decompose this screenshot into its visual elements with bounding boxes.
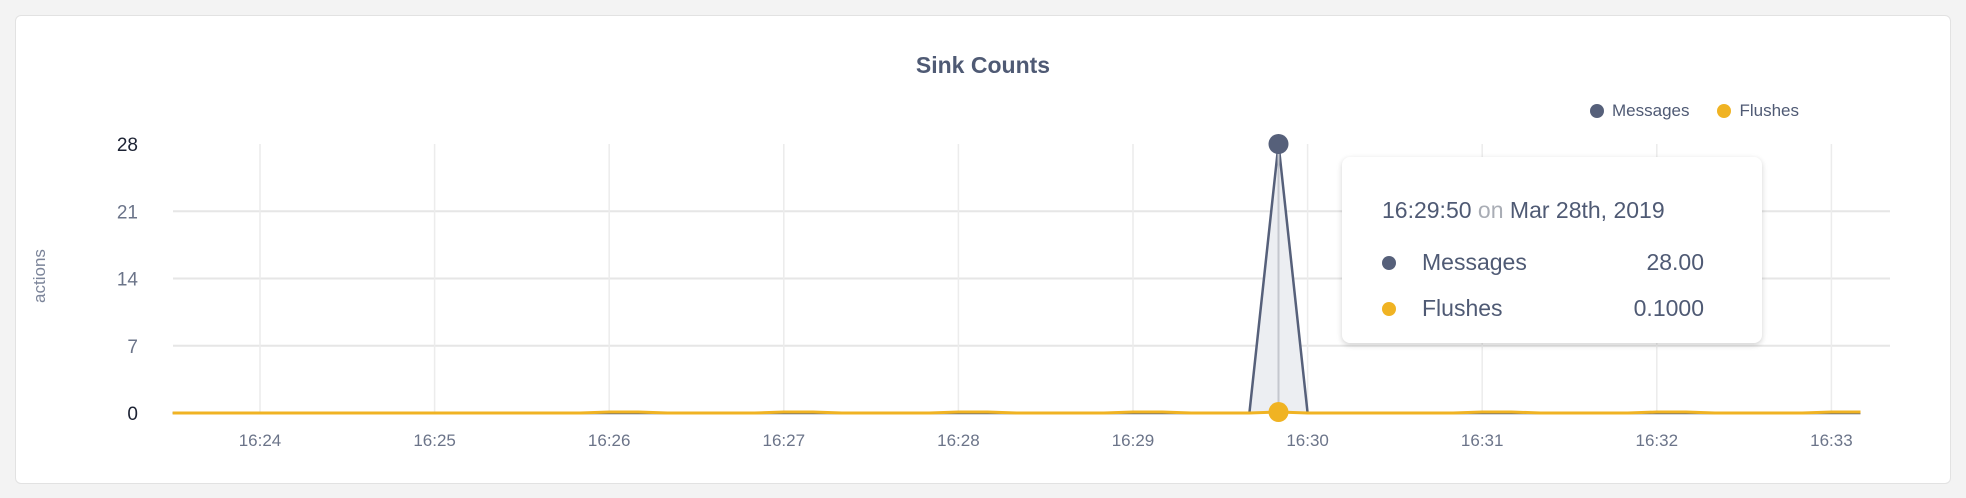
tooltip-value: 28.00	[1646, 249, 1704, 275]
x-tick-label: 16:32	[1636, 431, 1679, 450]
legend: Messages Flushes	[1590, 101, 1799, 121]
x-tick-label: 16:24	[239, 431, 282, 450]
tooltip: 16:29:50 on Mar 28th, 2019 Messages 28.0…	[1342, 157, 1762, 343]
x-tick-label: 16:29	[1112, 431, 1155, 450]
flushes-hover-point	[1268, 402, 1289, 423]
x-tick-label: 16:28	[937, 431, 980, 450]
y-tick-label: 0	[127, 404, 138, 425]
y-tick-label: 28	[117, 135, 138, 156]
x-tick-label: 16:26	[588, 431, 631, 450]
tooltip-value: 0.1000	[1633, 295, 1704, 321]
x-tick-label: 16:31	[1461, 431, 1504, 450]
tooltip-row-messages: Messages 28.00	[1382, 249, 1704, 276]
x-tick-label: 16:30	[1286, 431, 1329, 450]
x-tick-label: 16:25	[413, 431, 456, 450]
tooltip-on: on	[1477, 197, 1504, 223]
tooltip-row-flushes: Flushes 0.1000	[1382, 295, 1704, 322]
y-tick-label: 14	[117, 270, 139, 291]
legend-label: Flushes	[1739, 101, 1800, 120]
tooltip-time: 16:29:50	[1382, 197, 1472, 223]
tooltip-series-name: Messages	[1422, 249, 1527, 275]
messages-dot-icon	[1382, 255, 1396, 270]
legend-item-flushes[interactable]: Flushes	[1717, 101, 1799, 121]
messages-dot-icon	[1590, 104, 1604, 118]
tooltip-date: Mar 28th, 2019	[1509, 197, 1665, 223]
tooltip-header: 16:29:50 on Mar 28th, 2019	[1382, 197, 1665, 224]
x-tick-label: 16:27	[763, 431, 806, 450]
legend-label: Messages	[1612, 101, 1690, 120]
chart-title: Sink Counts	[915, 52, 1051, 78]
flushes-dot-icon	[1717, 104, 1732, 118]
tooltip-series-name: Flushes	[1422, 295, 1503, 321]
y-tick-label: 7	[127, 337, 138, 358]
x-tick-label: 16:33	[1810, 431, 1853, 450]
flushes-dot-icon	[1382, 301, 1396, 316]
y-tick-label: 21	[117, 202, 138, 223]
legend-item-messages[interactable]: Messages	[1590, 101, 1689, 121]
flushes-line	[172, 410, 1861, 415]
messages-hover-point	[1268, 134, 1289, 154]
